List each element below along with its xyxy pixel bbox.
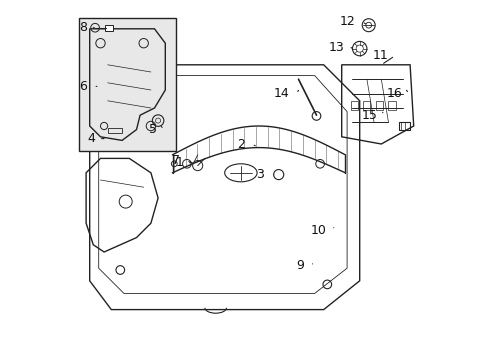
Text: 15: 15: [361, 109, 377, 122]
Bar: [387, 101, 395, 110]
Text: 13: 13: [328, 41, 344, 54]
Text: 6: 6: [79, 80, 87, 93]
Text: 9: 9: [295, 259, 303, 272]
Text: 16: 16: [386, 87, 402, 100]
Bar: [107, 128, 122, 133]
Text: 12: 12: [339, 15, 355, 28]
Bar: [363, 101, 370, 110]
Text: 7: 7: [171, 154, 179, 167]
Bar: [375, 101, 382, 110]
Text: 14: 14: [273, 87, 289, 100]
Text: 4: 4: [87, 132, 95, 145]
Bar: [79, 18, 176, 151]
Text: 5: 5: [149, 123, 157, 136]
Text: 1: 1: [175, 156, 183, 169]
Bar: [104, 25, 113, 31]
Text: 10: 10: [310, 224, 326, 237]
Bar: [350, 101, 357, 110]
Text: 11: 11: [372, 49, 387, 62]
Text: 2: 2: [237, 138, 244, 150]
Text: 8: 8: [79, 21, 87, 34]
Text: 3: 3: [256, 168, 264, 181]
